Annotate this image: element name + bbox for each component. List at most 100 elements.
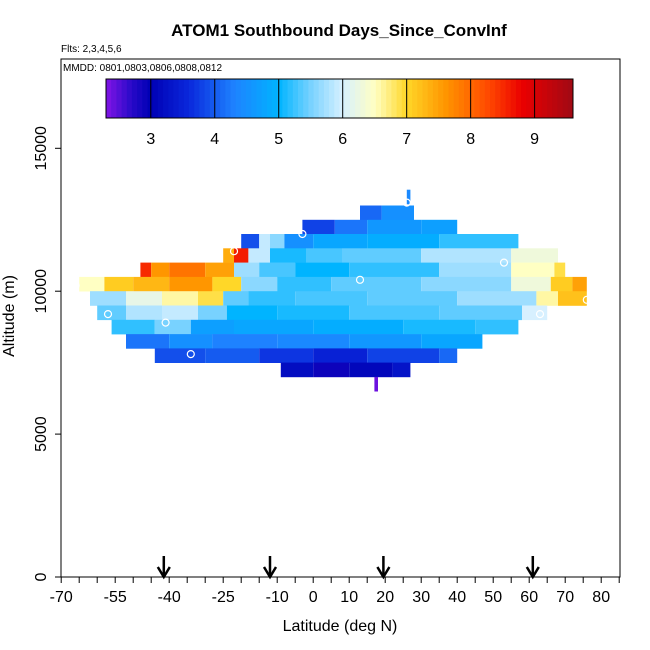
colorbar-cell bbox=[490, 79, 496, 118]
heatmap-cell bbox=[313, 362, 350, 378]
colorbar-cell bbox=[204, 79, 211, 118]
colorbar-cell bbox=[495, 79, 501, 118]
heatmap-cell bbox=[522, 305, 548, 321]
heatmap-cell bbox=[140, 262, 152, 278]
heatmap-cell bbox=[295, 291, 368, 306]
heatmap-cell bbox=[223, 291, 249, 306]
heatmap-cell bbox=[334, 219, 368, 235]
colorbar-cell bbox=[126, 79, 133, 118]
heatmap-cell bbox=[259, 234, 270, 249]
colorbar-cell bbox=[256, 79, 263, 118]
heatmap-cell bbox=[259, 348, 314, 363]
sample-point bbox=[535, 310, 545, 319]
heatmap-cell bbox=[421, 248, 512, 263]
colorbar: 3 4 5 6 7 8 9 bbox=[105, 78, 574, 148]
x-tick-label: -40 bbox=[158, 589, 181, 606]
heatmap-cell bbox=[349, 262, 440, 278]
colorbar-cell bbox=[240, 79, 247, 118]
heatmap-cell bbox=[79, 276, 105, 292]
heatmap-cell bbox=[205, 348, 260, 363]
heatmap-cell bbox=[126, 334, 170, 349]
heatmap-cell bbox=[212, 276, 242, 292]
heatmap-cell bbox=[162, 305, 198, 321]
x-axis-label: Latitude (deg N) bbox=[283, 618, 398, 635]
heatmap-cell bbox=[126, 291, 162, 306]
heatmap-cell bbox=[248, 248, 270, 263]
sample-point bbox=[355, 275, 365, 284]
heatmap-cell bbox=[349, 305, 440, 321]
heatmap-cell bbox=[133, 276, 170, 292]
colorbar-cell bbox=[116, 79, 122, 118]
heatmap-cell bbox=[280, 362, 314, 378]
x-tick-label: -10 bbox=[266, 589, 289, 606]
colorbar-cell bbox=[209, 79, 216, 118]
arrow-head bbox=[156, 566, 171, 580]
heatmap-cell bbox=[234, 248, 249, 263]
heatmap-cell bbox=[403, 319, 476, 335]
heatmap-cell bbox=[536, 291, 558, 306]
heatmap-cell bbox=[154, 348, 206, 363]
colorbar-cell bbox=[464, 79, 470, 118]
heatmap-cell bbox=[302, 219, 335, 235]
heatmap-cell bbox=[205, 262, 234, 278]
colorbar-frame bbox=[105, 78, 574, 119]
colorbar-cell bbox=[215, 79, 221, 118]
heatmap-cell bbox=[284, 234, 314, 249]
colorbar-cell bbox=[381, 79, 387, 118]
y-tick-label: 5000 bbox=[33, 416, 50, 452]
heatmap-cell bbox=[162, 291, 198, 306]
heatmap-cell bbox=[554, 262, 566, 278]
heatmap-cell bbox=[439, 305, 522, 321]
colorbar-cell bbox=[432, 79, 439, 118]
colorbar-cells bbox=[106, 79, 574, 118]
colorbar-ticks: 3 4 5 6 7 8 9 bbox=[146, 79, 539, 148]
colorbar-cell bbox=[194, 79, 200, 118]
colorbar-cell bbox=[541, 79, 548, 118]
colorbar-cell bbox=[318, 79, 325, 118]
heatmap-cell bbox=[367, 219, 422, 235]
x-tick-label: 60 bbox=[520, 589, 538, 606]
colorbar-cell bbox=[427, 79, 434, 118]
x-tick-label: 50 bbox=[484, 589, 502, 606]
colorbar-cell bbox=[370, 79, 377, 118]
heatmap-cell bbox=[421, 334, 483, 349]
heatmap-cell bbox=[277, 305, 350, 321]
colorbar-cell bbox=[500, 79, 506, 118]
colorbar-cell bbox=[225, 79, 231, 118]
heatmap-cell bbox=[406, 189, 411, 205]
colorbar-cell bbox=[189, 79, 195, 118]
heatmap-cell bbox=[295, 262, 350, 278]
colorbar-cell bbox=[536, 79, 543, 118]
heatmap-cell bbox=[223, 248, 234, 263]
colorbar-cell bbox=[251, 79, 257, 118]
heatmap-cell bbox=[367, 234, 440, 249]
colorbar-cell bbox=[142, 79, 148, 118]
colorbar-cell bbox=[422, 79, 429, 118]
heatmap-cell bbox=[241, 234, 260, 249]
heatmap-cell bbox=[313, 234, 368, 249]
x-tick-label: 70 bbox=[556, 589, 574, 606]
heatmap-cell bbox=[151, 262, 170, 278]
colorbar-cell bbox=[246, 79, 252, 118]
heatmap-cell bbox=[277, 276, 332, 292]
colorbar-cell bbox=[235, 79, 242, 118]
heatmap-cell bbox=[169, 262, 206, 278]
colorbar-cell bbox=[438, 79, 444, 118]
colorbar-cell bbox=[308, 79, 314, 118]
x-tick-label: 10 bbox=[340, 589, 358, 606]
colorbar-cell bbox=[287, 79, 294, 118]
heatmap-cell bbox=[169, 334, 213, 349]
arrow-head bbox=[525, 566, 540, 580]
colorbar-cell bbox=[230, 79, 237, 118]
colorbar-cell bbox=[484, 79, 491, 118]
colorbar-cell bbox=[298, 79, 304, 118]
heatmap-cell bbox=[421, 219, 458, 235]
heatmap-cell bbox=[248, 291, 296, 306]
colorbar-cell bbox=[121, 79, 128, 118]
colorbar-cell bbox=[303, 79, 309, 118]
x-tick-label: 20 bbox=[376, 589, 394, 606]
y-tick-label: 15000 bbox=[33, 126, 50, 171]
heatmap-cell bbox=[259, 262, 296, 278]
colorbar-cell bbox=[168, 79, 174, 118]
